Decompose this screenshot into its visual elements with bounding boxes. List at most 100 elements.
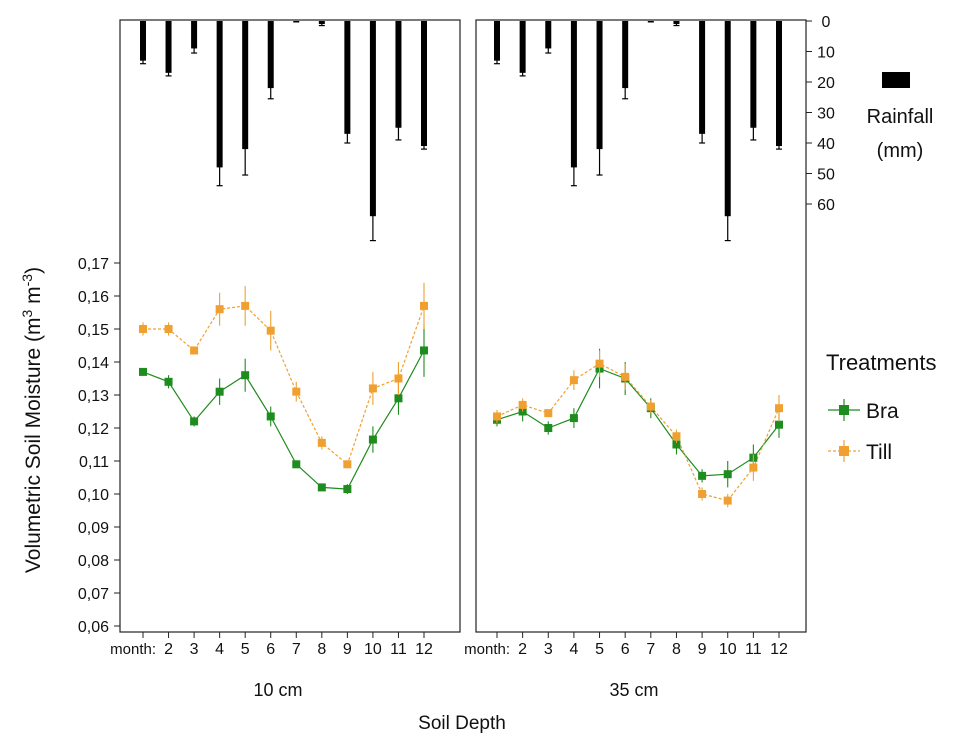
- y-tick-label: 0,12: [78, 421, 109, 438]
- rain-tick-label: 10: [817, 45, 835, 62]
- rain-bar: [421, 21, 427, 147]
- y-tick-label: 0,07: [78, 586, 109, 603]
- data-point-till: [595, 359, 604, 368]
- rainfall-legend-swatch: [882, 72, 910, 88]
- data-point-till: [698, 490, 707, 498]
- data-point-bra: [190, 417, 199, 426]
- rain-tick-label: 20: [817, 75, 835, 92]
- data-point-bra: [394, 394, 403, 403]
- month-tick-label: 4: [215, 641, 224, 658]
- rain-bar: [395, 21, 402, 128]
- rainfall-bars: [140, 21, 782, 242]
- data-point-bra: [343, 485, 352, 494]
- y-tick-label: 0,06: [78, 619, 109, 636]
- month-tick-label: 9: [343, 641, 352, 658]
- rain-tick-label: 0: [822, 14, 831, 31]
- data-point-bra: [368, 435, 377, 444]
- month-tick-label: 12: [415, 641, 433, 658]
- data-point-till: [368, 384, 377, 393]
- data-point-till: [544, 409, 553, 418]
- y-tick-label: 0,11: [79, 454, 109, 471]
- data-point-till: [775, 404, 783, 413]
- y-axis-label: Volumetric Soil Moisture (m3 m-3): [19, 267, 45, 573]
- data-point-till: [266, 326, 275, 335]
- month-tick-label: 11: [390, 641, 407, 658]
- rain-bar: [647, 21, 654, 23]
- rain-bar: [165, 21, 172, 73]
- legend-label-bra: Bra: [866, 400, 899, 423]
- rain-bar: [191, 21, 198, 49]
- rain-bar: [699, 21, 706, 134]
- month-tick-label: 2: [164, 641, 173, 658]
- data-point-till: [139, 325, 147, 333]
- rain-tick-label: 40: [817, 136, 835, 153]
- rain-tick-label: 60: [817, 197, 835, 214]
- y-tick-label: 0,17: [78, 256, 109, 273]
- data-point-bra: [420, 346, 428, 355]
- month-tick-label: 7: [292, 641, 301, 658]
- y-tick-label: 0,14: [78, 355, 109, 372]
- month-tick-prefix: month:: [110, 641, 156, 658]
- data-point-bra: [544, 424, 553, 432]
- rain-bar: [545, 21, 552, 49]
- rain-tick-label: 50: [817, 167, 835, 184]
- rain-bar: [140, 21, 146, 61]
- rain-bar: [596, 21, 603, 150]
- rain-bar: [750, 21, 757, 128]
- data-point-bra: [266, 412, 275, 421]
- data-point-till: [190, 346, 199, 355]
- data-point-till: [164, 325, 173, 333]
- data-point-till: [241, 301, 250, 310]
- rain-bar: [344, 21, 351, 134]
- series-lines: [142, 305, 780, 502]
- data-point-bra: [672, 440, 681, 449]
- legend-title: Treatments: [826, 350, 936, 375]
- data-point-bra: [292, 460, 301, 469]
- month-tick-label: 12: [770, 641, 788, 658]
- series-line-bra: [496, 367, 780, 477]
- data-point-till: [646, 402, 655, 411]
- series-points: [139, 282, 783, 508]
- month-tick-label: 10: [719, 641, 737, 658]
- legend-label-till: Till: [866, 441, 892, 464]
- data-point-bra: [317, 483, 326, 492]
- month-tick-label: 4: [569, 641, 578, 658]
- data-point-till: [569, 376, 578, 385]
- month-tick-label: 11: [745, 641, 762, 658]
- rain-bar: [519, 21, 526, 73]
- data-point-bra: [698, 471, 707, 480]
- data-point-bra: [775, 420, 783, 429]
- data-point-till: [215, 305, 224, 314]
- rainfall-axis-ticks: 0 10 20 30 40 50 60: [806, 14, 835, 214]
- month-tick-label: 6: [621, 641, 630, 658]
- month-tick-label: 5: [241, 641, 250, 658]
- data-point-till: [420, 301, 428, 310]
- moisture-axis-ticks: 0,17 0,16 0,15 0,14 0,13 0,12 0,11 0,10 0,09 0,08…: [78, 256, 120, 636]
- data-point-till: [621, 372, 630, 381]
- rain-bar: [267, 21, 274, 89]
- panel-label-10cm: 10 cm: [253, 680, 302, 700]
- data-point-till: [292, 387, 301, 396]
- y-tick-label: 0,16: [78, 289, 109, 306]
- rain-bar: [622, 21, 629, 89]
- month-tick-label: 2: [518, 641, 527, 658]
- rainfall-label-line2: (mm): [877, 140, 924, 162]
- y-tick-label: 0,10: [78, 487, 109, 504]
- panel-frame-10cm: [119, 19, 461, 633]
- rain-bar: [724, 21, 731, 217]
- month-tick-label: 6: [266, 641, 275, 658]
- data-point-till: [493, 412, 501, 421]
- month-tick-label: 3: [544, 641, 553, 658]
- data-point-bra: [215, 387, 224, 396]
- series-line-bra: [142, 350, 425, 490]
- month-tick-label: 9: [698, 641, 707, 658]
- series-line-till: [143, 305, 425, 466]
- data-point-bra: [139, 367, 147, 376]
- y-tick-label: 0,08: [78, 553, 109, 570]
- month-tick-prefix: month:: [464, 641, 510, 658]
- rain-bar: [293, 21, 300, 23]
- data-point-bra: [723, 470, 732, 479]
- series-line-till: [496, 362, 780, 502]
- y-tick-label: 0,13: [78, 388, 109, 405]
